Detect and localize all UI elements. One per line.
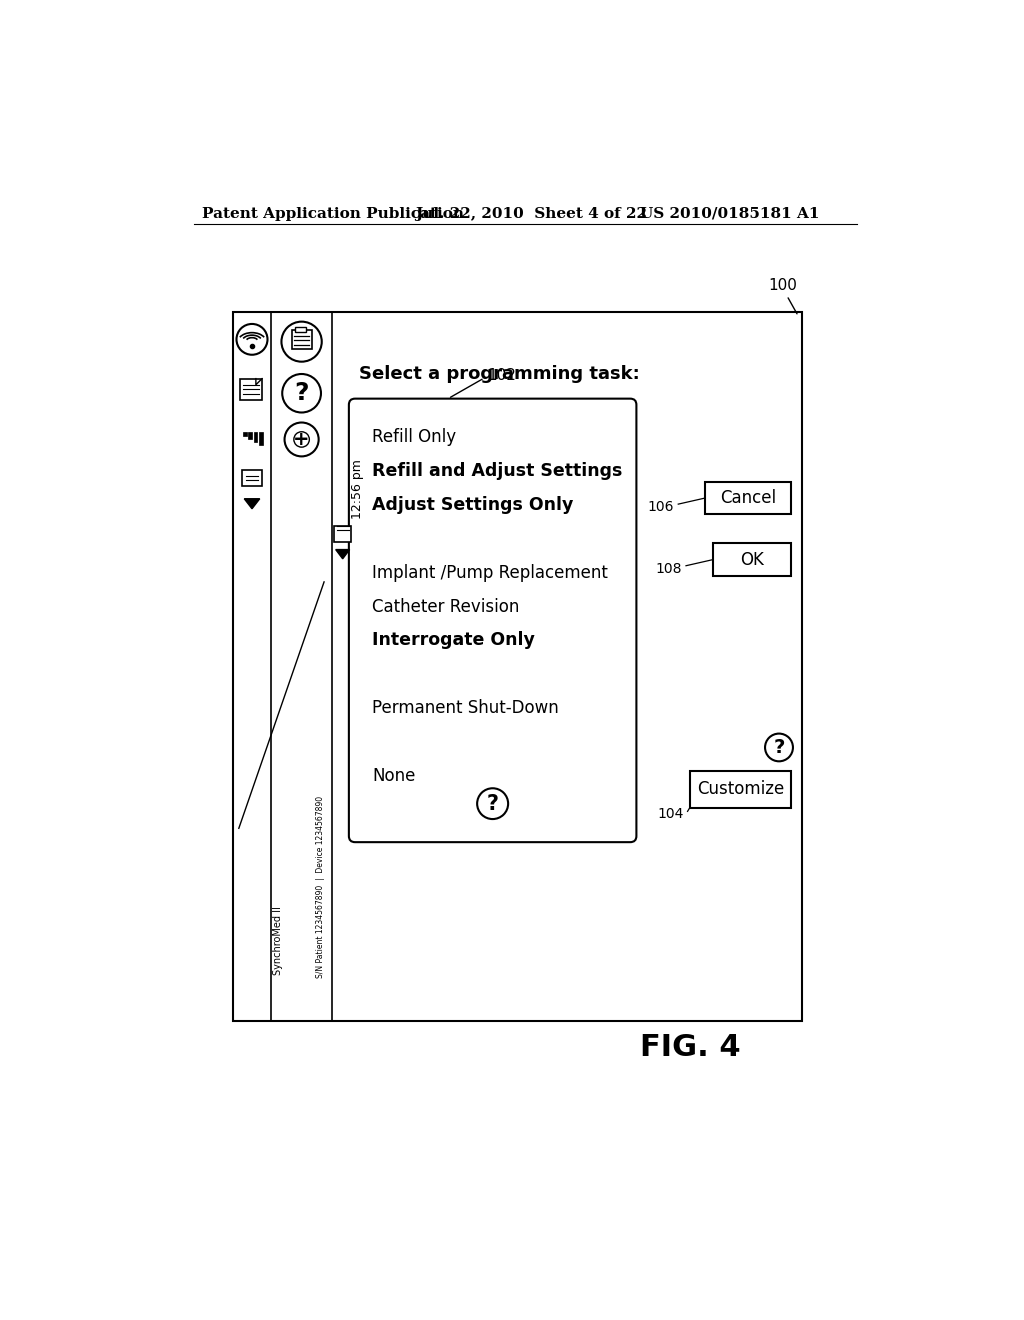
Circle shape xyxy=(285,422,318,457)
Bar xyxy=(241,379,262,400)
Text: Permanent Shut-Down: Permanent Shut-Down xyxy=(372,700,559,717)
Text: None: None xyxy=(372,767,416,785)
Text: ?: ? xyxy=(773,738,784,756)
Text: Implant /Pump Replacement: Implant /Pump Replacement xyxy=(372,564,608,582)
Text: Catheter Revision: Catheter Revision xyxy=(372,598,519,615)
Text: Patent Application Publication: Patent Application Publication xyxy=(202,207,464,220)
Text: SynchroMed II: SynchroMed II xyxy=(272,906,283,974)
Text: Cancel: Cancel xyxy=(720,488,776,507)
Text: 106: 106 xyxy=(648,500,675,515)
Text: Refill Only: Refill Only xyxy=(372,428,457,446)
Text: ?: ? xyxy=(486,793,499,813)
Bar xyxy=(259,432,263,445)
Text: Customize: Customize xyxy=(696,780,784,799)
Text: OK: OK xyxy=(740,550,764,569)
Circle shape xyxy=(765,734,793,762)
Bar xyxy=(243,432,247,436)
Text: +: + xyxy=(293,430,310,449)
Text: S/N Patient 1234567890  |  Device 1234567890: S/N Patient 1234567890 | Device 12345678… xyxy=(315,796,325,978)
Text: Adjust Settings Only: Adjust Settings Only xyxy=(372,496,573,513)
Circle shape xyxy=(282,322,322,362)
Circle shape xyxy=(283,374,321,412)
FancyBboxPatch shape xyxy=(349,399,636,842)
Text: 104: 104 xyxy=(657,807,684,821)
Bar xyxy=(334,527,351,543)
Bar xyxy=(254,432,257,442)
Polygon shape xyxy=(336,549,349,558)
Bar xyxy=(248,432,252,438)
Bar xyxy=(706,482,791,515)
Text: FIG. 4: FIG. 4 xyxy=(640,1034,740,1063)
Polygon shape xyxy=(245,499,260,508)
Text: 100: 100 xyxy=(768,279,798,293)
Text: 12:56 pm: 12:56 pm xyxy=(351,459,365,520)
Bar xyxy=(713,544,791,576)
Bar xyxy=(242,470,262,486)
Circle shape xyxy=(294,432,309,447)
Text: 102: 102 xyxy=(486,368,516,383)
Bar xyxy=(295,327,306,333)
Bar xyxy=(232,313,802,1020)
Text: 108: 108 xyxy=(655,562,682,576)
Text: US 2010/0185181 A1: US 2010/0185181 A1 xyxy=(640,207,819,220)
Bar xyxy=(690,771,791,808)
Circle shape xyxy=(477,788,508,818)
Text: Select a programming task:: Select a programming task: xyxy=(359,366,640,383)
Text: Jul. 22, 2010  Sheet 4 of 22: Jul. 22, 2010 Sheet 4 of 22 xyxy=(415,207,647,220)
Text: Interrogate Only: Interrogate Only xyxy=(372,631,535,649)
Text: ?: ? xyxy=(294,381,309,405)
Bar xyxy=(292,330,311,348)
Circle shape xyxy=(237,323,267,355)
Text: Refill and Adjust Settings: Refill and Adjust Settings xyxy=(372,462,623,480)
